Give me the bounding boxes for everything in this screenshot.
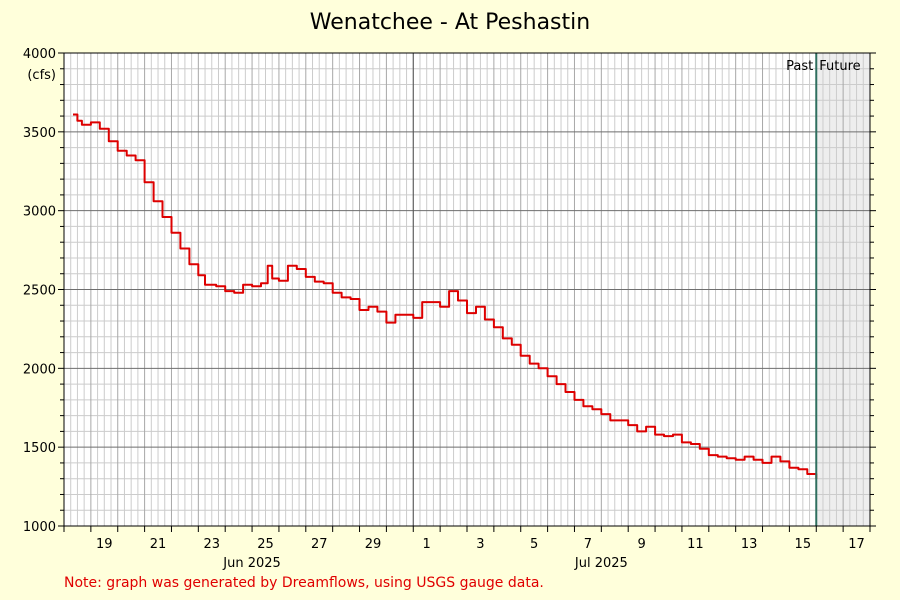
y-tick-label: 2500 — [23, 284, 56, 299]
x-tick-label: 7 — [584, 537, 592, 552]
x-tick-label: 25 — [257, 537, 274, 552]
x-tick-label: 5 — [530, 537, 538, 552]
x-tick-label: 21 — [150, 537, 167, 552]
past-label: Past — [786, 59, 813, 74]
x-tick-label: 19 — [96, 537, 113, 552]
y-axis-label: (cfs) — [27, 68, 56, 83]
y-tick-label: 1500 — [23, 441, 56, 456]
x-tick-labels: 19 21 23 25 27 29 1 3 5 7 9 11 13 15 17 — [96, 537, 865, 552]
y-tick-label: 4000 — [23, 47, 56, 62]
chart-title: Wenatchee - At Peshastin — [309, 10, 591, 35]
y-tick-labels: 1000 1500 2000 2500 3000 3500 4000 — [23, 47, 56, 535]
x-tick-label: 9 — [637, 537, 645, 552]
x-tick-label: 27 — [311, 537, 328, 552]
footnote: Note: graph was generated by Dreamflows,… — [64, 575, 544, 591]
x-tick-label: 13 — [741, 537, 758, 552]
series-layer — [73, 113, 818, 479]
x-tick-label: 11 — [687, 537, 704, 552]
x-tick-label: 23 — [203, 537, 220, 552]
axis-ticks — [58, 52, 876, 532]
month-label: Jun 2025 — [222, 556, 281, 571]
x-tick-label: 15 — [795, 537, 812, 552]
x-tick-label: 29 — [365, 537, 382, 552]
month-labels: Jun 2025 Jul 2025 — [222, 556, 627, 571]
month-label: Jul 2025 — [574, 556, 628, 571]
y-tick-label: 3500 — [23, 126, 56, 141]
x-tick-label: 1 — [423, 537, 431, 552]
y-tick-label: 3000 — [23, 205, 56, 220]
flow-series-line — [73, 113, 818, 479]
x-tick-label: 3 — [476, 537, 484, 552]
y-tick-label: 2000 — [23, 362, 56, 377]
x-tick-label: 17 — [848, 537, 865, 552]
future-label: Future — [819, 59, 860, 74]
y-tick-label: 1000 — [23, 520, 56, 535]
plot-frame — [63, 52, 871, 527]
